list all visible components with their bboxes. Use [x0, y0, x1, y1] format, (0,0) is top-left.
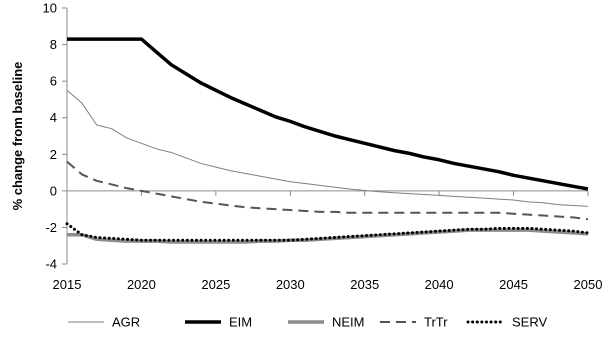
x-tick-label: 2040: [425, 277, 454, 292]
y-tick-label: 2: [50, 147, 57, 162]
chart-legend: AGR EIM NEIM TrTr SERV: [68, 315, 547, 330]
legend-label-serv: SERV: [512, 315, 547, 330]
legend-label-trtr: TrTr: [424, 315, 448, 330]
x-tick-label: 2045: [499, 277, 528, 292]
x-tick-label: 2020: [127, 277, 156, 292]
series-line-serv: [65, 222, 590, 242]
x-tick-label: 2035: [350, 277, 379, 292]
y-tick-label: -4: [45, 257, 57, 272]
chart-series: [65, 37, 590, 244]
x-tick-label: 2030: [276, 277, 305, 292]
x-tick-label: 2025: [201, 277, 230, 292]
legend-label-agr: AGR: [112, 315, 140, 330]
chart-axes: 10 8 6 4 2 0 -2 -4 2015 2020 2025 2030 2035 2040 2045 2…: [43, 1, 603, 293]
legend-label-eim: EIM: [229, 315, 252, 330]
series-line-agr: [66, 89, 589, 207]
y-tick-label: 6: [50, 74, 57, 89]
y-tick-label: -2: [45, 220, 57, 235]
y-tick-label: 8: [50, 37, 57, 52]
y-axis-title: % change from baseline: [10, 62, 25, 211]
series-line-neim: [67, 228, 589, 244]
y-tick-label: 0: [50, 183, 57, 198]
series-line-eim: [67, 37, 589, 191]
x-tick-label: 2050: [574, 277, 603, 292]
x-tick-label: 2015: [53, 277, 82, 292]
legend-label-neim: NEIM: [332, 315, 365, 330]
y-tick-label: 10: [43, 1, 57, 16]
y-tick-label: 4: [50, 110, 57, 125]
